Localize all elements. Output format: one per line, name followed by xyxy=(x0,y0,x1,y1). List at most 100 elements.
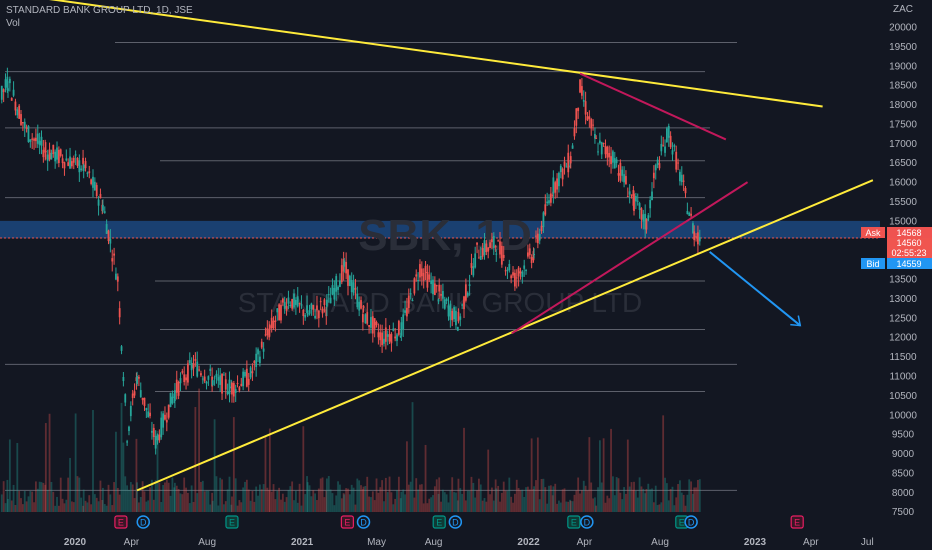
candle-body xyxy=(554,182,557,193)
volume-bar xyxy=(92,410,94,512)
candle-body xyxy=(183,374,186,383)
candle-body xyxy=(569,156,572,164)
volume-bar xyxy=(298,483,301,512)
candle-body xyxy=(499,241,501,255)
candle-body xyxy=(223,374,225,376)
candle-body xyxy=(383,338,385,344)
candle-body xyxy=(29,139,32,142)
volume-bar xyxy=(358,480,361,512)
candle-body xyxy=(268,325,271,329)
candle-body xyxy=(456,326,459,331)
volume-bar xyxy=(187,492,189,512)
candle-body xyxy=(242,371,245,387)
volume-bar xyxy=(173,482,176,512)
volume-bar xyxy=(264,435,267,512)
candle-body xyxy=(386,334,389,337)
dividend-marker xyxy=(356,515,371,529)
volume-bar xyxy=(654,485,657,512)
volume-bar xyxy=(535,480,537,512)
candle-body xyxy=(190,362,193,371)
last-price-bg xyxy=(887,238,932,258)
volume-bar xyxy=(177,489,180,512)
candle-body xyxy=(361,314,364,323)
volume-bar xyxy=(459,488,462,512)
candle-body xyxy=(196,361,199,377)
candle-body xyxy=(149,412,151,417)
volume-bar xyxy=(360,485,362,512)
volume-bar xyxy=(209,504,212,512)
candle-body xyxy=(128,426,130,432)
candle-body xyxy=(131,393,134,398)
volume-bar xyxy=(116,487,119,512)
price-tick-label: 19500 xyxy=(889,42,917,53)
volume-bar xyxy=(201,480,204,512)
candle-body xyxy=(491,239,493,243)
candle-body xyxy=(268,329,271,338)
volume-bar xyxy=(679,480,681,512)
volume-bar xyxy=(504,490,507,512)
price-tick-label: 8500 xyxy=(892,468,915,479)
volume-bar xyxy=(48,413,51,512)
candle-body xyxy=(556,178,558,190)
candle-body xyxy=(417,280,420,282)
candle-body xyxy=(597,151,599,153)
candle-body xyxy=(92,176,94,188)
candle-body xyxy=(693,231,696,241)
volume-bar xyxy=(82,489,85,512)
volume-bar xyxy=(491,487,493,512)
volume-bar xyxy=(310,496,313,512)
candle-body xyxy=(584,101,587,115)
volume-bar xyxy=(592,498,594,512)
volume-bar xyxy=(257,495,259,512)
volume-bar xyxy=(291,481,294,512)
volume-bar xyxy=(211,492,214,512)
candle-body xyxy=(642,214,645,222)
time-tick-label: Aug xyxy=(198,537,216,548)
volume-bar xyxy=(413,497,416,512)
candle-body xyxy=(42,149,45,158)
volume-bar xyxy=(165,479,168,512)
event-letter: E xyxy=(679,518,685,528)
volume-bar xyxy=(46,489,49,512)
price-tick-label: 11500 xyxy=(889,352,917,363)
volume-bar xyxy=(525,487,527,512)
volume-bar xyxy=(379,487,382,512)
volume-bar xyxy=(612,476,614,512)
volume-bar xyxy=(428,498,431,512)
volume-bar xyxy=(532,489,535,512)
candle-body xyxy=(139,390,142,398)
candle-body xyxy=(262,348,265,352)
volume-bar xyxy=(640,486,643,512)
volume-bar xyxy=(67,477,70,512)
candle-body xyxy=(506,269,509,271)
candle-body xyxy=(600,142,603,155)
volume-bar xyxy=(542,478,545,512)
candle-body xyxy=(679,171,681,182)
volume-bar xyxy=(181,494,184,512)
volume-bar xyxy=(594,497,596,512)
candle-body xyxy=(549,193,552,203)
volume-bar xyxy=(602,438,605,512)
volume-bar xyxy=(500,492,503,512)
volume-bar xyxy=(682,494,685,512)
volume-bar xyxy=(93,494,96,512)
volume-bar xyxy=(196,493,199,512)
candle-body xyxy=(314,315,317,319)
candle-body xyxy=(682,180,685,182)
candle-body xyxy=(124,394,127,403)
volume-bar xyxy=(126,485,129,512)
candle-body xyxy=(200,373,202,376)
candle-body xyxy=(397,320,400,335)
volume-bar xyxy=(383,501,385,512)
volume-bar xyxy=(255,486,258,512)
volume-bar xyxy=(335,495,338,512)
candle-body xyxy=(69,156,71,169)
candle-body xyxy=(604,145,607,155)
price-tick-label: 12500 xyxy=(889,313,917,324)
candle-body xyxy=(16,109,19,116)
volume-bar xyxy=(584,485,587,512)
candle-body xyxy=(407,295,410,309)
volume-bar xyxy=(345,488,348,512)
